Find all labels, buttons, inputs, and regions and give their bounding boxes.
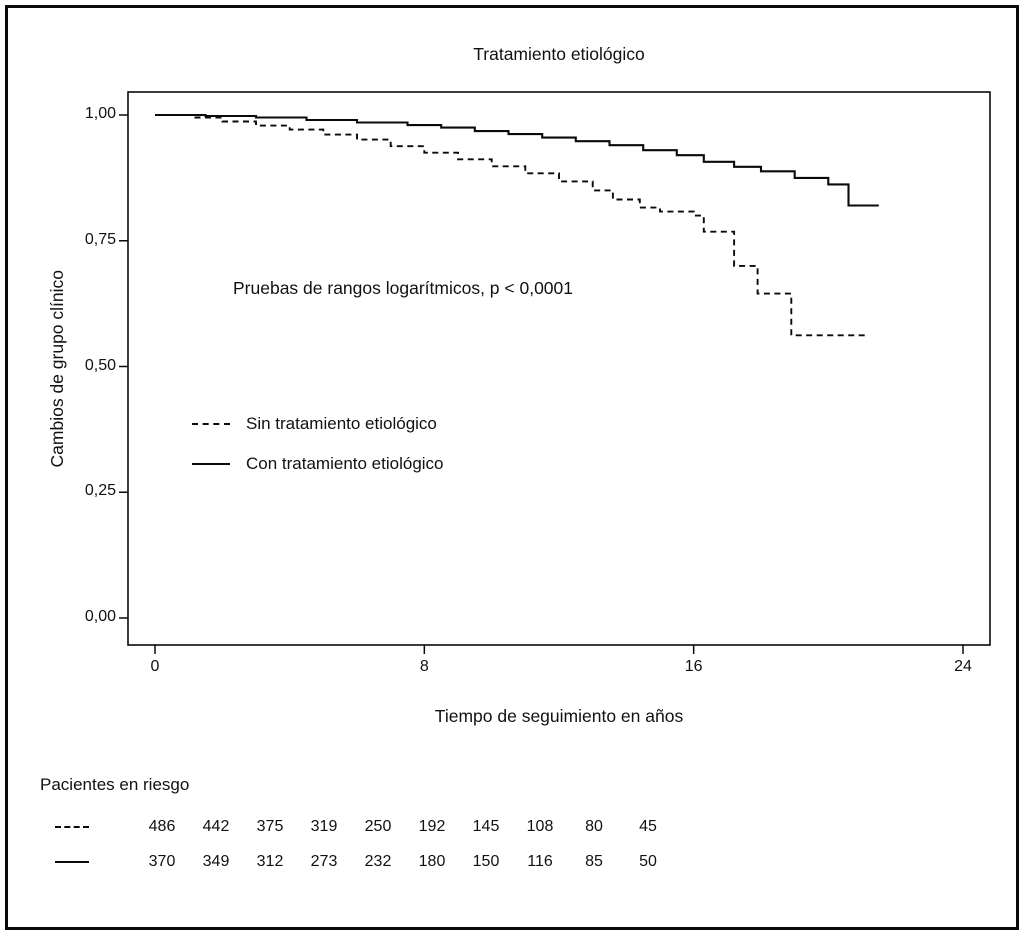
series-con-tratamiento [155,113,879,207]
risk-count: 45 [639,817,657,835]
risk-count: 192 [418,817,446,835]
risk-rows: 486 442 375 319 250 192 145 108 80 45 370 349 312 273… [40,809,760,879]
risk-row: 486 442 375 319 250 192 145 108 80 45 [40,809,760,844]
risk-count: 150 [472,852,500,870]
plot-box-border [127,91,991,646]
risk-row: 370 349 312 273 232 180 150 116 85 50 [40,844,760,879]
chart-title: Tratamiento etiológico [473,44,645,64]
risk-count: 85 [585,852,603,870]
risk-count: 180 [418,852,446,870]
dashed-line-sample [192,423,230,425]
risk-table-title: Pacientes en riesgo [40,775,190,794]
risk-count: 312 [256,852,284,870]
risk-count: 80 [585,817,603,835]
legend: Sin tratamiento etiológico Con tratamien… [192,404,444,484]
x-axis-label: Tiempo de seguimiento en años [434,706,684,726]
risk-count: 108 [526,817,554,835]
risk-count: 116 [527,852,553,870]
legend-label: Con tratamiento etiológico [246,454,444,473]
logrank-annotation: Pruebas de rangos logarítmicos, p < 0,00… [233,278,574,298]
risk-count: 319 [310,817,338,835]
risk-count: 273 [310,852,338,870]
solid-line-sample [55,860,89,863]
risk-count: 232 [364,852,392,870]
solid-line-sample [192,463,230,465]
dashed-line-sample [55,825,89,828]
risk-count: 375 [256,817,284,835]
legend-item-sin-tratamiento: Sin tratamiento etiológico [192,404,444,444]
risk-count: 370 [148,852,176,870]
risk-count: 349 [202,852,230,870]
series-sin-tratamiento [155,114,869,337]
risk-count: 486 [148,817,176,835]
risk-count: 50 [639,852,657,870]
legend-label: Sin tratamiento etiológico [246,414,437,433]
patients-at-risk-table: Pacientes en riesgo 486 442 375 319 250 192 14… [40,775,760,879]
risk-count: 145 [472,817,500,835]
risk-count: 442 [202,817,230,835]
risk-count: 250 [364,817,392,835]
legend-item-con-tratamiento: Con tratamiento etiológico [192,444,444,484]
